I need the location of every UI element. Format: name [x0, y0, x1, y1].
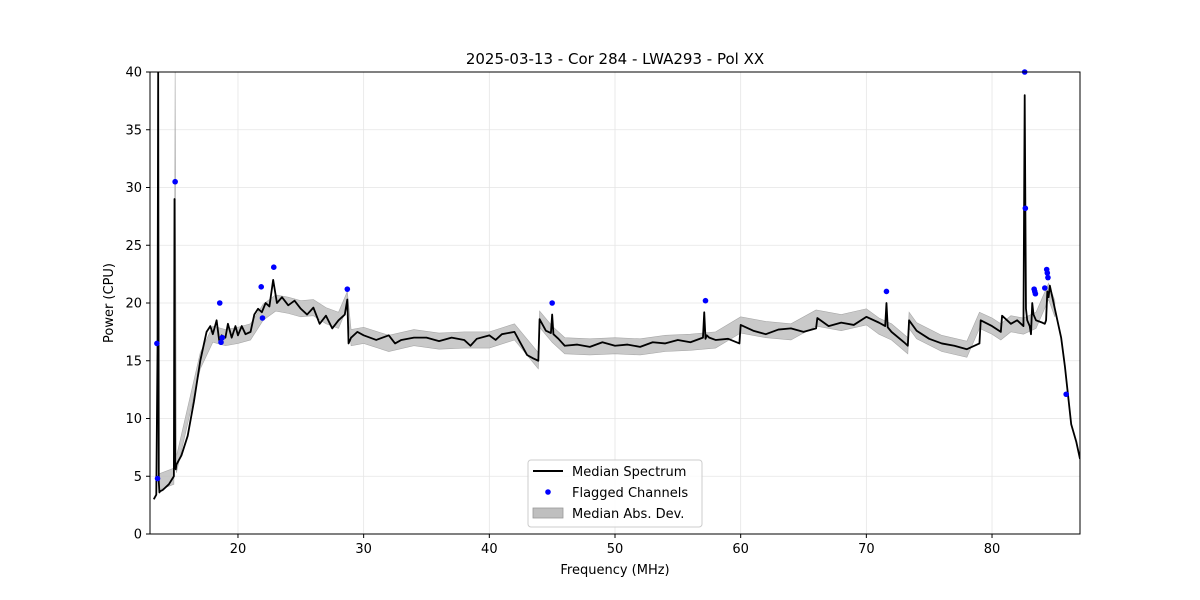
flagged-channel-point	[172, 178, 178, 185]
x-axis-title: Frequency (MHz)	[560, 563, 669, 578]
y-tick-label: 30	[125, 181, 142, 196]
legend: Median Spectrum Flagged Channels Median …	[527, 459, 703, 528]
flagged-channel-point	[1042, 285, 1048, 291]
legend-marker-swatch	[545, 489, 551, 495]
legend-box	[527, 459, 703, 528]
y-tick-label: 5	[134, 470, 142, 485]
legend-label-median-spectrum: Median Spectrum	[572, 465, 686, 480]
y-tick-label: 10	[125, 412, 142, 427]
flagged-channel-point	[883, 288, 890, 295]
legend-band-swatch	[532, 507, 564, 519]
flagged-channel-point	[1022, 205, 1029, 212]
flagged-channel-point	[270, 264, 277, 270]
legend-label-flagged-channels: Flagged Channels	[572, 486, 688, 501]
flagged-channel-point	[702, 297, 709, 304]
x-tick-label: 70	[858, 542, 875, 557]
flagged-channel-point	[218, 339, 224, 346]
x-tick-label: 60	[732, 542, 749, 557]
y-tick-label: 25	[125, 239, 142, 254]
flagged-channel-point	[1063, 391, 1069, 398]
flagged-channel-point	[258, 284, 265, 290]
flagged-channel-point	[1044, 270, 1051, 276]
flagged-channel-point	[154, 340, 160, 347]
x-tick-label: 40	[481, 542, 498, 557]
flagged-channel-point	[1045, 274, 1051, 281]
flagged-channel-point	[154, 475, 161, 482]
legend-label-median-abs-dev: Median Abs. Dev.	[572, 507, 684, 522]
flagged-channel-point	[216, 300, 223, 306]
y-tick-label: 15	[125, 354, 142, 369]
y-tick-label: 0	[134, 528, 142, 543]
median-spectrum-layer	[152, 72, 1080, 500]
flagged-channel-point	[219, 334, 226, 341]
chart-title: 2025-03-13 - Cor 284 - LWA293 - Pol XX	[466, 50, 764, 68]
flagged-channel-point	[344, 286, 351, 292]
y-tick-label: 20	[125, 297, 142, 312]
y-axis-ticks: 0 5 10 15 20 25 30 35 40	[125, 66, 150, 543]
y-tick-label: 40	[125, 66, 142, 81]
flagged-channel-point	[1032, 290, 1039, 297]
x-tick-label: 50	[607, 542, 624, 557]
flagged-channels-layer	[154, 69, 1069, 482]
x-tick-label: 20	[230, 542, 247, 557]
x-tick-label: 30	[355, 542, 372, 557]
y-tick-label: 35	[125, 123, 142, 138]
flagged-channel-point	[549, 300, 555, 306]
flagged-channel-point	[259, 315, 266, 321]
y-axis-title: Power (CPU)	[102, 263, 117, 343]
x-axis-ticks: 20 30 40 50 60 70 80	[230, 534, 1001, 557]
x-tick-label: 80	[984, 542, 1001, 557]
plot-area	[149, 69, 1081, 535]
median-spectrum-line	[152, 72, 1080, 500]
